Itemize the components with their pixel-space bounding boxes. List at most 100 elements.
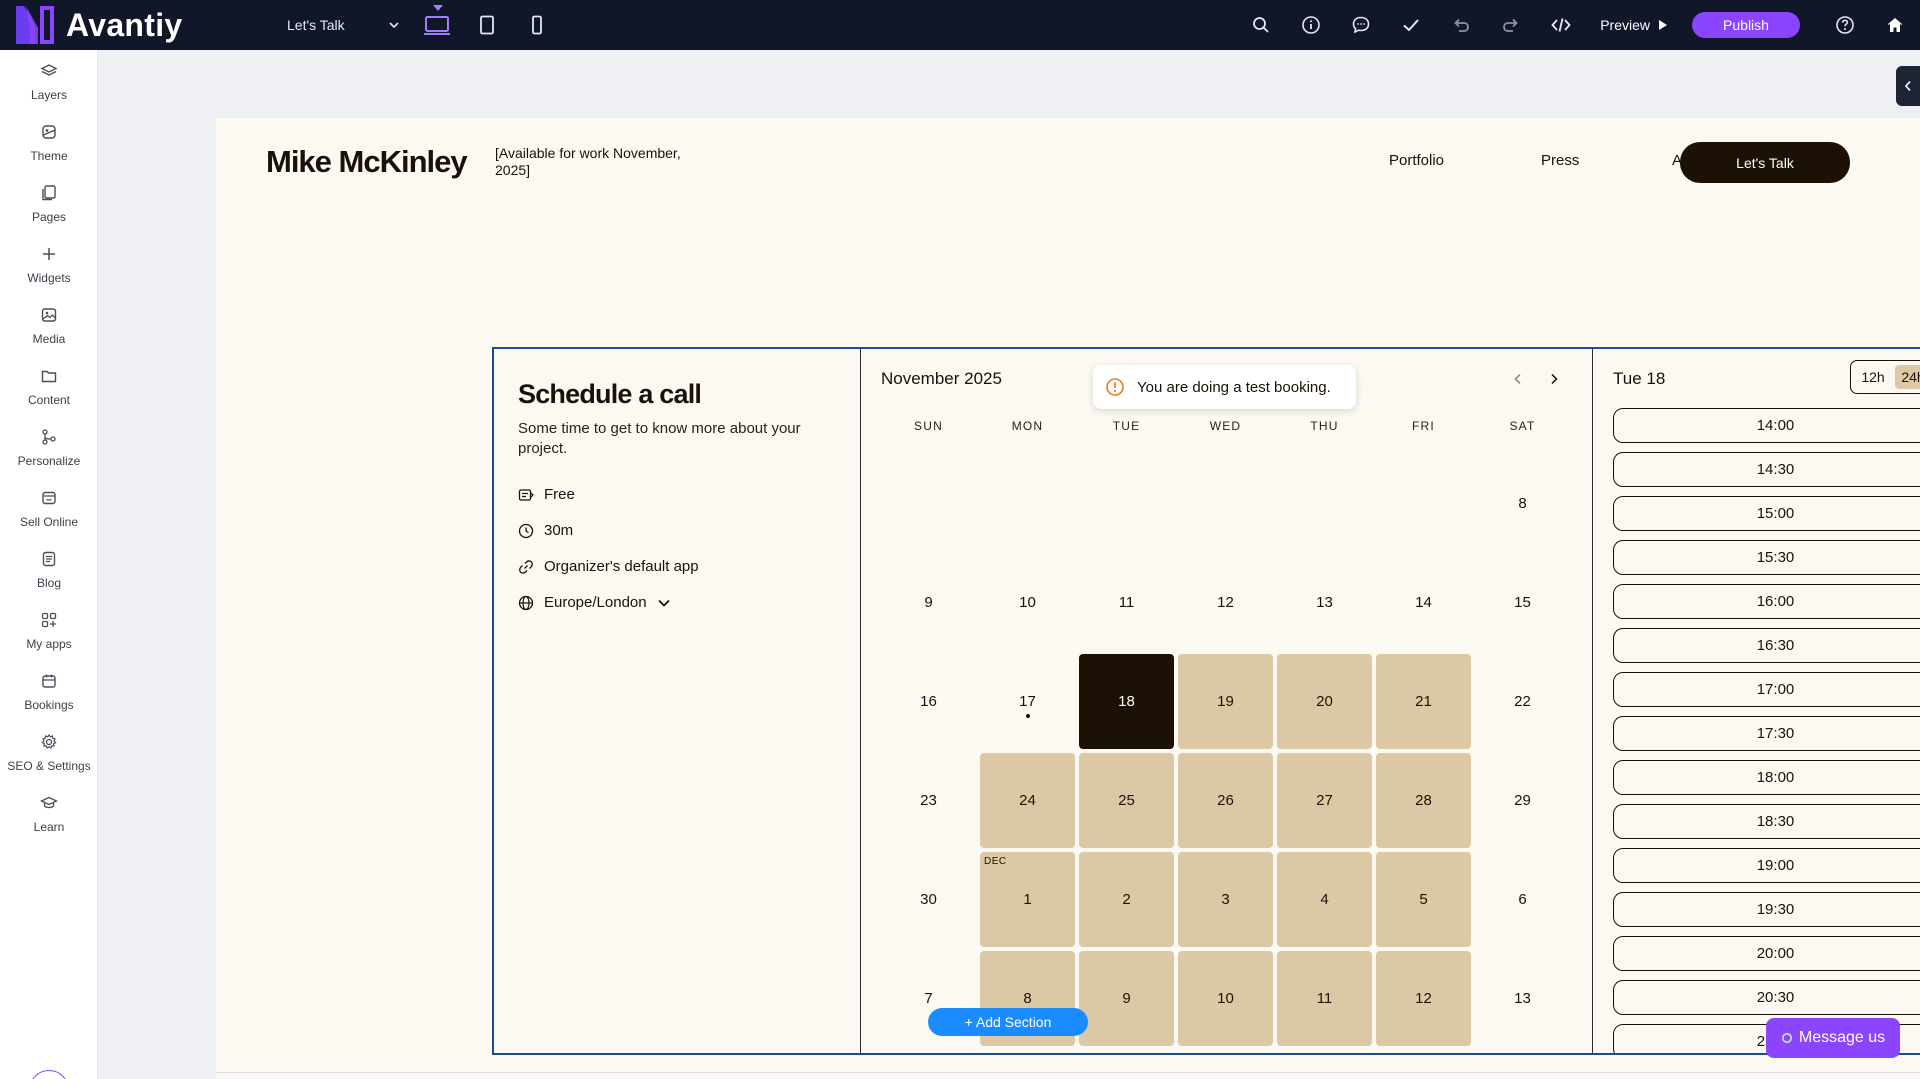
format-12h-button[interactable]: 12h xyxy=(1861,369,1885,385)
price-tag-icon xyxy=(518,488,534,501)
day-number: 9 xyxy=(924,594,933,611)
day-number: 10 xyxy=(1217,990,1234,1007)
sidebar-item-label: Widgets xyxy=(27,271,71,285)
check-button[interactable] xyxy=(1386,0,1436,50)
chevron-left-icon xyxy=(1904,80,1911,92)
sidebar-item-blog[interactable]: Blog xyxy=(0,544,98,602)
calendar-day: 13 xyxy=(1277,555,1372,650)
sidebar-item-learn[interactable]: Learn xyxy=(0,788,98,846)
desktop-view-button[interactable] xyxy=(420,5,454,44)
calendar-day[interactable]: 3 xyxy=(1178,852,1273,947)
time-slot-button[interactable]: 17:30 xyxy=(1613,716,1920,751)
page-select[interactable]: Let's Talk xyxy=(287,14,399,36)
mobile-view-button[interactable] xyxy=(520,6,554,44)
time-slot-button[interactable]: 14:00 xyxy=(1613,408,1920,443)
sidebar-item-theme[interactable]: Theme xyxy=(0,117,98,175)
format-24h-button[interactable]: 24h xyxy=(1895,365,1920,389)
time-slot-button[interactable]: 15:00 xyxy=(1613,496,1920,531)
time-slot-button[interactable]: 16:30 xyxy=(1613,628,1920,663)
time-slot-button[interactable]: 20:30 xyxy=(1613,980,1920,1015)
undo-icon xyxy=(1454,18,1470,32)
add-section-button[interactable]: + Add Section xyxy=(928,1008,1088,1036)
calendar-day[interactable]: 28 xyxy=(1376,753,1471,848)
calendar-day[interactable]: 10 xyxy=(1178,951,1273,1046)
undo-button[interactable] xyxy=(1436,0,1486,50)
comments-button[interactable] xyxy=(1336,0,1386,50)
time-slot-button[interactable]: 18:30 xyxy=(1613,804,1920,839)
time-slot-button[interactable]: 16:00 xyxy=(1613,584,1920,619)
timezone-select[interactable]: Europe/London xyxy=(518,594,671,611)
sidebar-item-my-apps[interactable]: My apps xyxy=(0,605,98,663)
calendar-day: 12 xyxy=(1178,555,1273,650)
calendar-day[interactable]: 19 xyxy=(1178,654,1273,749)
day-number: 10 xyxy=(1019,594,1036,611)
sidebar-item-label: Learn xyxy=(33,820,65,834)
nav-press[interactable]: Press xyxy=(1541,152,1580,169)
publish-button[interactable]: Publish xyxy=(1692,12,1800,38)
sidebar-item-widgets[interactable]: Widgets xyxy=(0,239,98,297)
sidebar-item-sell-online[interactable]: Sell Online xyxy=(0,483,98,541)
device-switcher xyxy=(420,5,554,44)
time-slot-button[interactable]: 18:00 xyxy=(1613,760,1920,795)
sidebar-item-seo-settings[interactable]: SEO & Settings xyxy=(0,727,98,785)
time-slot-button[interactable]: 19:00 xyxy=(1613,848,1920,883)
sidebar-item-label: SEO & Settings xyxy=(7,759,91,773)
calendar-day[interactable]: 27 xyxy=(1277,753,1372,848)
calendar-day-selected[interactable]: 18 xyxy=(1079,654,1174,749)
calendar-day: 13 xyxy=(1475,951,1570,1046)
calendar-day[interactable]: 20 xyxy=(1277,654,1372,749)
calendar-day[interactable]: 21 xyxy=(1376,654,1471,749)
preview-button[interactable]: Preview xyxy=(1600,17,1668,33)
next-month-button[interactable] xyxy=(1542,367,1566,391)
sidebar-item-media[interactable]: Media xyxy=(0,300,98,358)
day-number: 17 xyxy=(1019,693,1036,710)
weekday-label: WED xyxy=(1209,419,1242,433)
lets-talk-button[interactable]: Let's Talk xyxy=(1680,142,1850,183)
sidebar-item-personalize[interactable]: Personalize xyxy=(0,422,98,480)
info-button[interactable] xyxy=(1286,0,1336,50)
collapse-panel-button[interactable] xyxy=(1896,66,1920,106)
day-number: 7 xyxy=(924,990,933,1007)
time-slot-button[interactable]: 17:00 xyxy=(1613,672,1920,707)
help-button[interactable] xyxy=(1820,0,1870,50)
calendar-day[interactable]: 24 xyxy=(980,753,1075,848)
calendar-day: 14 xyxy=(1376,555,1471,650)
sidebar-item-layers[interactable]: Layers xyxy=(0,56,98,114)
calendar-panel: November 2025 You are doing a test booki… xyxy=(861,349,1593,1053)
weekday-label: TUE xyxy=(1112,419,1141,433)
price-text: Free xyxy=(544,486,575,503)
calendar-day[interactable]: 26 xyxy=(1178,753,1273,848)
nav-portfolio[interactable]: Portfolio xyxy=(1389,152,1445,169)
day-number: 9 xyxy=(1122,990,1131,1007)
app-logo[interactable]: Avantiy xyxy=(14,4,183,46)
calendar-day[interactable]: 12 xyxy=(1376,951,1471,1046)
sidebar-item-pages[interactable]: Pages xyxy=(0,178,98,236)
search-button[interactable] xyxy=(1236,0,1286,50)
day-number: 29 xyxy=(1514,792,1531,809)
code-button[interactable] xyxy=(1536,0,1586,50)
time-slot-button[interactable]: 14:30 xyxy=(1613,452,1920,487)
home-button[interactable] xyxy=(1870,0,1920,50)
calendar-day[interactable]: 4 xyxy=(1277,852,1372,947)
calendar-day[interactable]: 5 xyxy=(1376,852,1471,947)
time-slot-button[interactable]: 20:00 xyxy=(1613,936,1920,971)
calendar-day[interactable]: 2 xyxy=(1079,852,1174,947)
calendar-day[interactable]: 9 xyxy=(1079,951,1174,1046)
message-us-button[interactable]: Message us xyxy=(1766,1018,1900,1058)
prev-month-button[interactable] xyxy=(1506,367,1530,391)
sidebar-item-content[interactable]: Content xyxy=(0,361,98,419)
ai-assistant-button[interactable] xyxy=(29,1070,69,1079)
calendar-day: 22 xyxy=(1475,654,1570,749)
calendar-day[interactable]: 1 DEC xyxy=(980,852,1075,947)
time-slot-button[interactable]: 15:30 xyxy=(1613,540,1920,575)
calendar-day[interactable]: 11 xyxy=(1277,951,1372,1046)
logo-icon xyxy=(16,6,54,44)
time-slot-button[interactable]: 19:30 xyxy=(1613,892,1920,927)
calendar-day: 15 xyxy=(1475,555,1570,650)
tablet-view-button[interactable] xyxy=(470,6,504,44)
redo-button[interactable] xyxy=(1486,0,1536,50)
globe-icon xyxy=(518,595,534,610)
site-brand[interactable]: Mike McKinley xyxy=(266,144,468,179)
sidebar-item-bookings[interactable]: Bookings xyxy=(0,666,98,724)
calendar-day[interactable]: 25 xyxy=(1079,753,1174,848)
